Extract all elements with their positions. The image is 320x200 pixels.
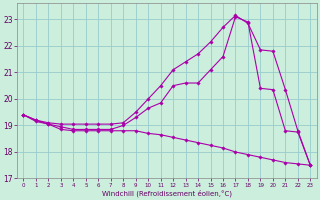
X-axis label: Windchill (Refroidissement éolien,°C): Windchill (Refroidissement éolien,°C) bbox=[102, 189, 232, 197]
